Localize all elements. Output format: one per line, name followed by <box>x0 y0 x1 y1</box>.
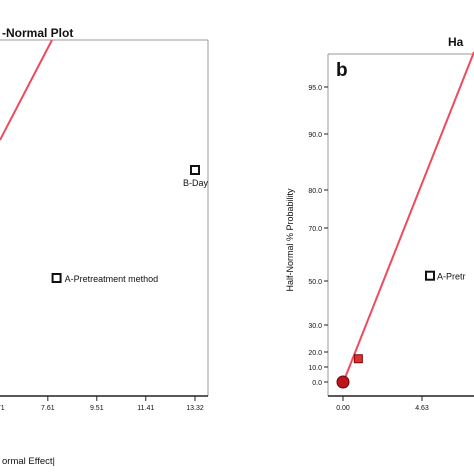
panel-a-title: -Normal Plot <box>2 26 73 40</box>
panel-a-fit-line <box>0 39 53 141</box>
panel-b-fit-line <box>342 51 474 384</box>
panel-a-x-tick-label: 13.32 <box>186 405 204 412</box>
panel-a-fit-line-group <box>0 39 53 141</box>
panel-a-points: B-Day A-Pretreatment method <box>51 165 209 284</box>
panel-b: b Ha Half-Normal % Probability 0.0 10.0 20… <box>285 35 474 412</box>
panel-a-point-marker <box>190 165 200 175</box>
panel-b-y-tick-label: 95.0 <box>308 85 322 92</box>
panel-a-x-tick-label: 11.41 <box>137 405 154 412</box>
panel-b-y-tick-label: 70.0 <box>308 226 322 233</box>
panel-b-y-tick-label: 80.0 <box>308 188 322 195</box>
panel-b-y-tick-label: 50.0 <box>308 279 322 286</box>
panel-b-title: Ha <box>448 35 464 49</box>
panel-b-point-marker <box>425 270 435 281</box>
panel-b-x-tick-label: 4.63 <box>415 405 429 412</box>
panel-b-x-tick-label: 0.00 <box>336 405 350 412</box>
panel-a-x-tick-label: -.71 <box>0 405 5 412</box>
panel-b-y-tick-label: 30.0 <box>308 323 322 330</box>
panel-b-y-tick-label: 20.0 <box>308 350 322 357</box>
panel-b-fit-line-group <box>342 51 474 384</box>
panel-b-y-label: Half-Normal % Probability <box>285 188 295 292</box>
panel-a-point-label: B-Day <box>183 178 209 188</box>
panel-b-y-tick-label: 0.0 <box>312 380 322 387</box>
panel-a-x-tick-label: 7.61 <box>41 405 55 412</box>
panel-a-x-label: ormal Effect| <box>2 456 55 467</box>
panel-b-point-marker <box>336 375 350 389</box>
panel-b-point-label: A-Pretr <box>437 272 466 282</box>
panel-b-letter: b <box>336 60 348 81</box>
panel-b-x-ticks: 0.00 4.63 <box>336 396 429 412</box>
panel-b-y-tick-label: 10.0 <box>308 365 322 372</box>
panel-b-points: A-Pretr <box>336 270 466 389</box>
panel-b-y-ticks: 0.0 10.0 20.0 30.0 50.0 70.0 80.0 90.0 95.0 <box>308 85 328 387</box>
panel-a-point-marker <box>51 273 62 283</box>
panel-b-y-tick-label: 90.0 <box>308 132 322 139</box>
panel-b-point-marker <box>353 354 363 364</box>
panel-a-point-label: A-Pretreatment method <box>65 274 159 284</box>
panel-a-x-ticks: -.71 7.61 9.51 11.41 13.32 <box>0 396 204 412</box>
panel-a-x-tick-label: 9.51 <box>90 405 104 412</box>
panel-a: -Normal Plot ormal Effect| -.71 7.61 9.51 1… <box>0 26 209 467</box>
